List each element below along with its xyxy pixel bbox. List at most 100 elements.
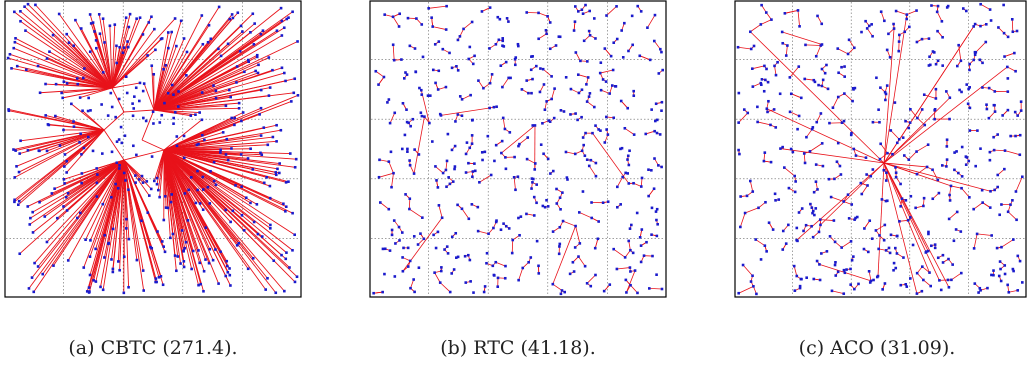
node <box>565 176 569 179</box>
edge <box>163 149 247 199</box>
node <box>756 120 759 124</box>
node <box>182 265 186 269</box>
node <box>531 181 534 184</box>
node <box>568 272 572 276</box>
node <box>228 17 231 21</box>
node <box>434 81 437 85</box>
node <box>398 239 401 242</box>
node <box>419 88 423 92</box>
edge <box>66 33 113 89</box>
node <box>405 108 408 111</box>
node <box>819 223 822 227</box>
node <box>504 156 507 159</box>
node <box>488 81 492 85</box>
node <box>847 38 851 42</box>
node <box>1021 175 1024 179</box>
node <box>829 195 833 199</box>
node <box>387 160 391 163</box>
node <box>948 117 951 121</box>
node <box>393 275 397 278</box>
node <box>170 30 173 34</box>
node <box>431 25 435 28</box>
node <box>477 79 480 82</box>
node <box>661 68 665 72</box>
node <box>1003 149 1007 152</box>
node <box>920 289 924 293</box>
node <box>440 266 443 269</box>
node <box>470 203 474 206</box>
node <box>742 108 746 111</box>
edge <box>153 92 203 111</box>
node <box>513 63 517 67</box>
node <box>108 24 112 28</box>
node <box>832 219 836 222</box>
node <box>103 233 107 237</box>
edges <box>8 3 299 294</box>
node <box>101 17 105 20</box>
edge <box>49 51 113 89</box>
node <box>235 65 239 68</box>
node <box>1018 133 1022 137</box>
edge <box>90 23 113 89</box>
node <box>915 9 918 12</box>
grid <box>736 2 1025 296</box>
node <box>504 224 508 228</box>
node <box>462 27 465 31</box>
node <box>456 203 459 207</box>
node <box>208 202 212 205</box>
node <box>760 78 764 81</box>
node <box>516 175 520 179</box>
node <box>652 187 656 191</box>
node <box>561 219 565 223</box>
node <box>631 251 635 255</box>
node <box>887 32 890 36</box>
node <box>495 105 498 109</box>
node <box>836 47 840 50</box>
node <box>784 242 788 245</box>
node <box>100 103 103 106</box>
node <box>819 112 823 115</box>
node <box>280 66 284 70</box>
node <box>134 174 137 177</box>
edge <box>883 162 950 288</box>
node <box>195 143 199 147</box>
node <box>144 119 148 123</box>
node <box>231 16 235 20</box>
edge <box>153 41 298 111</box>
node <box>185 74 188 77</box>
edge <box>616 267 630 270</box>
node <box>1013 110 1017 114</box>
node <box>773 64 776 68</box>
node <box>496 15 500 19</box>
edge <box>163 136 273 151</box>
node <box>563 290 567 294</box>
node <box>24 29 27 32</box>
edge <box>837 48 849 55</box>
node <box>13 198 16 202</box>
node <box>246 267 250 271</box>
node <box>774 73 778 77</box>
node <box>964 163 968 166</box>
node <box>909 108 912 111</box>
node <box>749 179 752 183</box>
node <box>420 23 424 26</box>
edge <box>153 51 188 111</box>
node <box>88 50 92 54</box>
node <box>636 291 639 295</box>
node <box>501 39 505 43</box>
node <box>197 142 200 146</box>
node <box>799 96 803 100</box>
node <box>500 139 504 143</box>
node <box>101 71 105 74</box>
node <box>573 246 577 249</box>
node <box>591 131 594 135</box>
node <box>647 287 651 290</box>
node <box>54 114 57 118</box>
edge <box>153 109 200 113</box>
node <box>612 247 615 251</box>
edge <box>163 94 299 151</box>
node <box>259 134 263 137</box>
node <box>125 217 128 221</box>
node <box>864 156 868 159</box>
node <box>850 131 853 135</box>
